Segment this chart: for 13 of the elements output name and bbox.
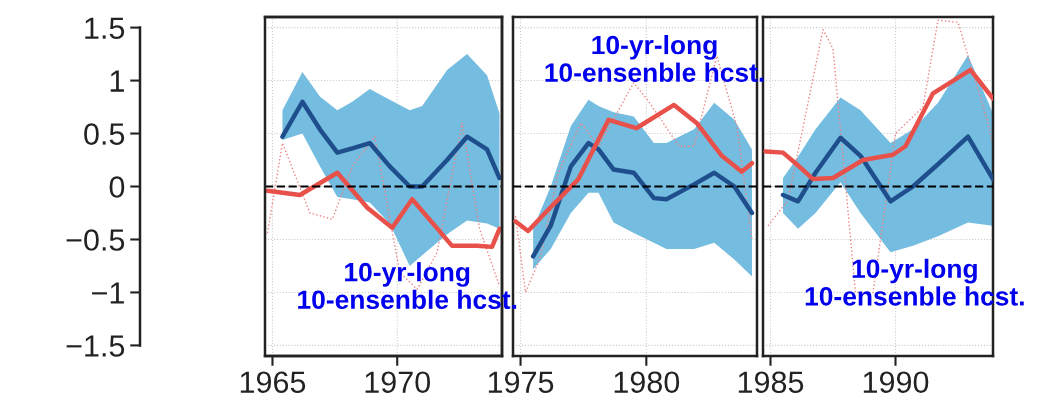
y-tick-label: −0.5 (66, 229, 125, 251)
y-tick-label: −1 (92, 282, 124, 304)
x-tick-label: 1980 (614, 371, 680, 394)
x-tick-label: 1965 (240, 371, 306, 394)
y-tick-label: 0.5 (84, 123, 125, 145)
x-tick-label: 1970 (365, 371, 431, 394)
x-tick-label: 1985 (738, 371, 804, 394)
y-tick-label: −1.5 (66, 335, 125, 357)
y-tick-label: 1.5 (85, 17, 125, 39)
y-tick-label: 0 (109, 176, 125, 198)
x-tick-label: 1975 (488, 371, 554, 394)
y-tick-label: 1 (110, 70, 124, 92)
x-tick-label: 1990 (863, 371, 929, 394)
